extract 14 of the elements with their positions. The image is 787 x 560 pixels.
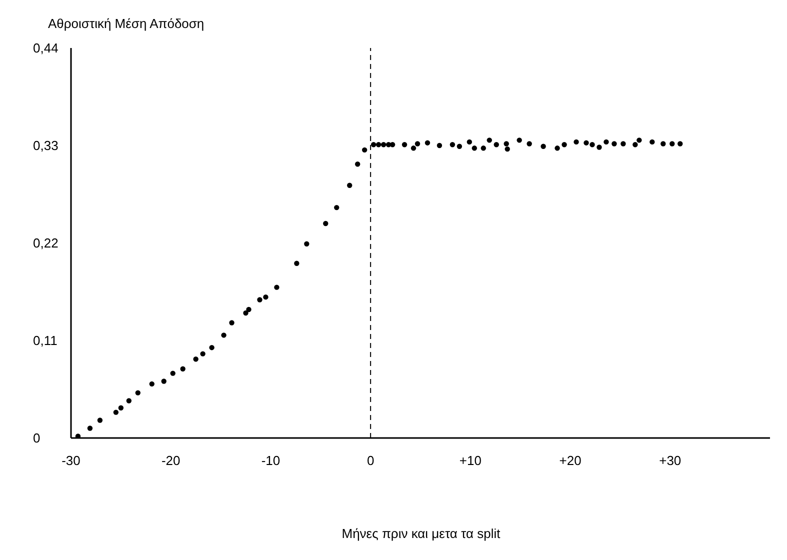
x-axis-title: Μήνες πριν και μετα τα split	[340, 526, 502, 541]
x-tick-label: +10	[459, 453, 482, 468]
y-axis-title: Αθροιστική Μέση Απόδοση	[48, 16, 204, 31]
x-tick-label: +20	[559, 453, 582, 468]
y-tick-label: 0,44	[33, 40, 58, 56]
y-tick-label: 0,33	[33, 138, 58, 154]
y-tick-label: 0	[33, 430, 40, 446]
y-tick-label: 0,22	[33, 236, 58, 251]
y-tick-label: 0,11	[33, 333, 58, 348]
x-tick-label: -10	[261, 453, 280, 468]
x-tick-label: -20	[161, 453, 180, 468]
x-tick-label: 0	[366, 453, 374, 468]
x-tick-label: -30	[62, 453, 80, 468]
x-tick-label: +30	[659, 453, 682, 468]
